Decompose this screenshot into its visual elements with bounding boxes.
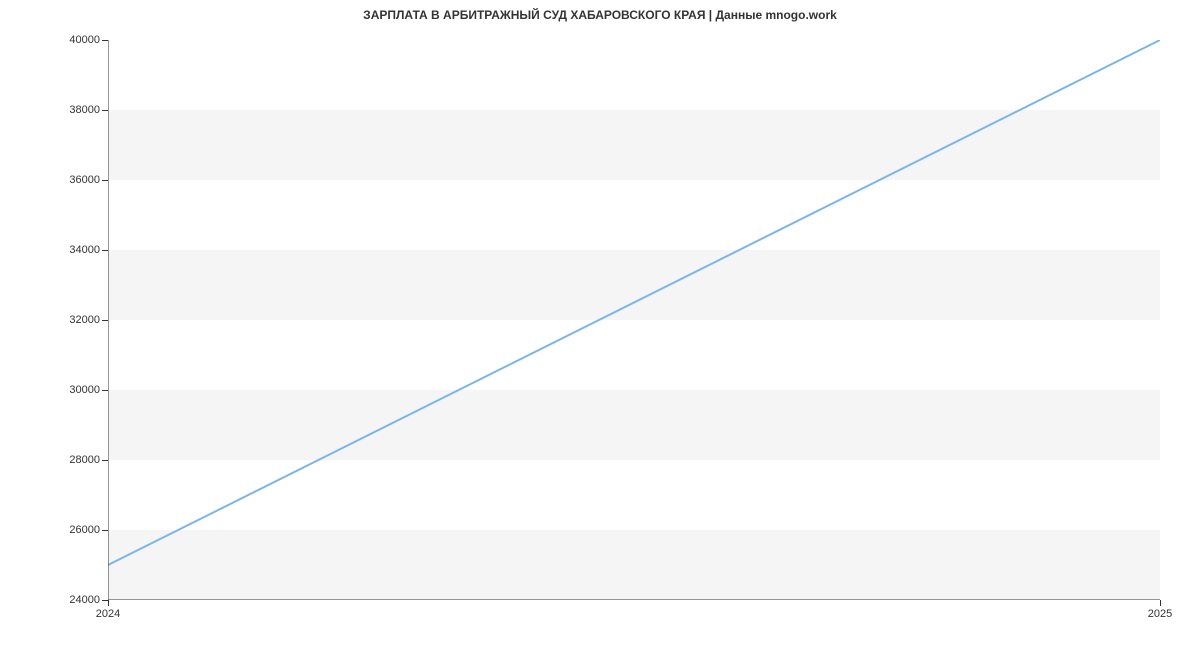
y-tick-mark — [102, 530, 108, 531]
grid-band — [108, 40, 1160, 110]
x-tick-mark — [108, 600, 109, 606]
grid-band — [108, 110, 1160, 180]
x-tick-mark — [1160, 600, 1161, 606]
grid-band — [108, 320, 1160, 390]
grid-band — [108, 460, 1160, 530]
chart-title: ЗАРПЛАТА В АРБИТРАЖНЫЙ СУД ХАБАРОВСКОГО … — [0, 8, 1200, 22]
y-tick-mark — [102, 320, 108, 321]
y-tick-mark — [102, 460, 108, 461]
y-tick-mark — [102, 110, 108, 111]
y-tick-mark — [102, 250, 108, 251]
y-tick-mark — [102, 40, 108, 41]
salary-line-chart: ЗАРПЛАТА В АРБИТРАЖНЫЙ СУД ХАБАРОВСКОГО … — [0, 0, 1200, 650]
y-tick-mark — [102, 180, 108, 181]
grid-band — [108, 250, 1160, 320]
grid-band — [108, 180, 1160, 250]
grid-band — [108, 530, 1160, 600]
grid-band — [108, 390, 1160, 460]
y-tick-mark — [102, 390, 108, 391]
chart-svg — [108, 40, 1160, 600]
plot-area: 2400026000280003000032000340003600038000… — [108, 40, 1160, 600]
